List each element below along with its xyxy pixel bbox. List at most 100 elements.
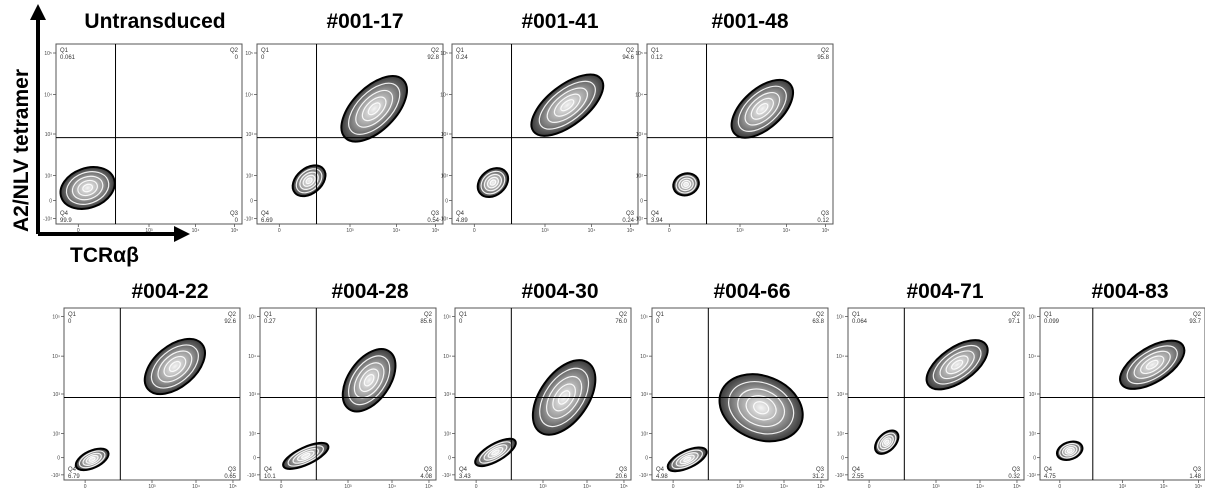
y-tick-label: 0 — [640, 199, 643, 205]
quadrant-name: Q2 — [431, 48, 440, 54]
population-contour — [353, 362, 385, 399]
y-tick-label: 10⁵ — [443, 315, 451, 321]
x-tick-label: 10⁴ — [783, 228, 791, 234]
y-tick-label: 10⁴ — [635, 92, 643, 98]
population-contour — [347, 355, 391, 406]
population-contour — [348, 82, 401, 135]
y-tick-label: 10³ — [1029, 392, 1037, 398]
panel-title: #004-83 — [1091, 280, 1168, 303]
y-tick-label: 10² — [246, 173, 254, 179]
x-tick-label: 10⁵ — [1013, 484, 1021, 489]
panel-title: #004-22 — [131, 280, 208, 303]
cell-population — [1055, 440, 1084, 462]
population-contour — [489, 179, 497, 186]
population-contour — [295, 168, 323, 194]
y-tick-label: 0 — [250, 199, 253, 205]
y-tick-label: 0 — [1033, 456, 1036, 462]
cell-population — [1119, 339, 1186, 390]
quadrant-name: Q2 — [1012, 312, 1021, 318]
quadrant-name: Q4 — [261, 211, 270, 217]
flow-panel: #004-22Q10Q292.6Q46.79Q30.6510⁵10⁴10³10²… — [51, 280, 241, 489]
x-tick-label: 10⁴ — [588, 228, 596, 234]
y-tick-label: -10² — [43, 217, 52, 223]
panel-title: #004-71 — [906, 280, 983, 303]
quadrant-value: 63.8 — [812, 319, 824, 325]
population-contour — [297, 450, 315, 462]
quadrant-name: Q2 — [619, 312, 628, 318]
y-tick-label: 10³ — [246, 132, 254, 138]
population-contour — [546, 375, 583, 419]
quadrant-value: 0.064 — [852, 319, 868, 325]
population-contour — [552, 383, 576, 412]
x-axis-label: TCRαβ — [70, 244, 139, 267]
y-tick-label: 10⁴ — [248, 354, 256, 360]
quadrant-value: 3.43 — [459, 474, 471, 480]
quadrant-value: 4.08 — [420, 474, 432, 480]
y-tick-label: 0 — [57, 456, 60, 462]
y-tick-label: 10⁴ — [44, 92, 52, 98]
y-tick-label: -10² — [639, 473, 648, 479]
quadrant-value: 94.6 — [622, 55, 634, 61]
x-tick-label: 10³ — [541, 228, 549, 234]
quadrant-value: 0 — [68, 319, 72, 325]
y-tick-label: -10² — [439, 217, 448, 223]
quadrant-value: 0.32 — [1008, 474, 1020, 480]
x-tick-label: 10³ — [346, 228, 354, 234]
quadrant-name: Q1 — [1044, 312, 1053, 318]
population-contour — [728, 381, 795, 435]
y-tick-label: -10² — [244, 217, 253, 223]
y-tick-label: 10³ — [441, 132, 449, 138]
flow-panel: #004-66Q10Q263.8Q44.98Q331.210⁵10⁴10³10²… — [639, 280, 829, 489]
quadrant-value: 2.55 — [852, 474, 864, 480]
population-contour — [157, 350, 193, 383]
quadrant-value: 85.6 — [420, 319, 432, 325]
y-tick-label: 10² — [444, 432, 452, 438]
quadrant-name: Q4 — [60, 211, 69, 217]
cell-population — [476, 167, 510, 199]
y-tick-label: 10⁴ — [443, 354, 451, 360]
x-tick-label: 10³ — [539, 484, 547, 489]
x-tick-label: 0 — [77, 228, 80, 234]
y-tick-label: -10² — [634, 217, 643, 223]
x-tick-label: 10³ — [145, 228, 153, 234]
x-tick-label: 10³ — [736, 484, 744, 489]
population-contour — [483, 444, 508, 461]
panel-title: #004-30 — [521, 280, 598, 303]
quadrant-name: Q4 — [264, 467, 273, 473]
flow-panel: UntransducedQ10.061Q20Q499.9Q3010⁵10⁴10³… — [43, 10, 243, 234]
x-tick-label: 10³ — [148, 484, 156, 489]
quadrant-value: 0.099 — [1044, 319, 1060, 325]
y-tick-label: 10⁵ — [635, 51, 643, 57]
y-tick-label: -10² — [835, 473, 844, 479]
quadrant-value: 95.8 — [817, 55, 829, 61]
quadrant-name: Q3 — [821, 211, 830, 217]
x-tick-label: 10³ — [932, 484, 940, 489]
x-tick-label: 10⁵ — [620, 484, 628, 489]
population-contour — [292, 448, 320, 464]
population-contour — [1145, 359, 1159, 370]
quadrant-value: 92.6 — [224, 319, 236, 325]
population-contour — [363, 374, 375, 387]
cell-population — [672, 172, 700, 197]
cell-population — [341, 348, 397, 413]
y-tick-label: 0 — [448, 456, 451, 462]
x-tick-label: 10⁵ — [817, 484, 825, 489]
quadrant-name: Q4 — [1044, 467, 1053, 473]
population-contour — [355, 89, 394, 128]
x-tick-label: 0 — [84, 484, 87, 489]
population-contour — [1066, 448, 1073, 454]
population-contour — [82, 183, 94, 193]
cell-population — [74, 447, 110, 472]
y-tick-label: 10³ — [837, 392, 845, 398]
x-tick-label: 0 — [672, 484, 675, 489]
y-tick-label: 0 — [445, 199, 448, 205]
quadrant-value: 0 — [235, 218, 239, 224]
population-contour — [299, 171, 319, 191]
y-tick-label: 10³ — [636, 132, 644, 138]
cell-population — [143, 337, 206, 396]
y-tick-label: 10³ — [249, 392, 257, 398]
cell-population — [730, 78, 794, 139]
x-axis-arrow-head — [174, 226, 190, 242]
